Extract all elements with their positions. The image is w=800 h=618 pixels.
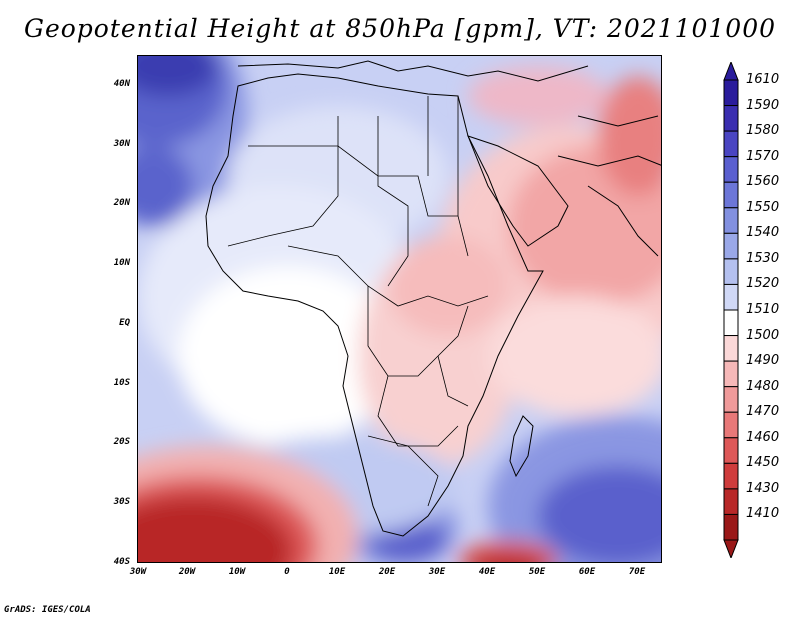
colorbar-label: 1460 [746, 429, 780, 445]
colorbar-label: 1410 [746, 506, 780, 522]
lon-label: 70E [628, 567, 646, 577]
lon-label: 40E [478, 567, 496, 577]
colorbar-swatch [723, 411, 739, 439]
map-panel [137, 55, 662, 563]
country-borders [227, 96, 489, 507]
colorbar-graphic [723, 60, 739, 560]
colorbar-label: 1540 [746, 225, 780, 241]
colorbar-label: 1490 [746, 353, 780, 369]
lon-label: 20W [178, 567, 196, 577]
lat-label: 10N [113, 258, 130, 268]
lon-label: 20E [378, 567, 396, 577]
colorbar-swatch [723, 156, 739, 183]
colorbar-swatch [723, 258, 739, 285]
colorbar-label: 1520 [746, 276, 780, 292]
colorbar-label: 1530 [746, 250, 780, 266]
lon-label: 0 [284, 567, 290, 577]
lon-label: 60E [578, 567, 596, 577]
colorbar-top-arrow [723, 60, 739, 81]
colorbar-swatch [723, 386, 739, 413]
colorbar-swatch [723, 130, 739, 158]
colorbar-label: 1510 [746, 302, 780, 317]
lat-label: 10S [113, 378, 130, 388]
lat-label: 40N [113, 79, 130, 89]
colorbar-swatch [723, 462, 739, 490]
lat-label: 30S [113, 497, 130, 507]
grads-credit: GrADS: IGES/COLA [4, 605, 91, 615]
colorbar-swatch [723, 105, 739, 132]
colorbar-swatch [723, 335, 739, 362]
colorbar-swatch [723, 488, 739, 515]
coastlines [205, 60, 661, 537]
geopotential-field [138, 56, 661, 562]
lon-label: 10E [328, 567, 346, 577]
colorbar-swatch [723, 360, 739, 388]
lon-label: 30E [428, 567, 446, 577]
colorbar-label: 1450 [746, 455, 780, 471]
colorbar-label: 1430 [746, 480, 780, 496]
colorbar-label: 1610 [746, 72, 780, 87]
colorbar-swatch [723, 207, 739, 234]
field-contours [138, 56, 661, 562]
lon-label: 50E [528, 567, 546, 577]
colorbar [720, 60, 742, 562]
colorbar-swatch [723, 232, 739, 260]
colorbar-label: 1500 [746, 327, 780, 343]
colorbar-swatch [723, 437, 739, 464]
colorbar-label: 1470 [746, 404, 780, 420]
lat-label: 20S [113, 437, 130, 447]
lat-label: 20N [113, 198, 130, 208]
colorbar-label: 1550 [746, 199, 780, 215]
colorbar-swatch [723, 283, 739, 311]
map-title: Geopotential Height at 850hPa [gpm], VT:… [23, 14, 777, 43]
colorbar-label: 1580 [746, 123, 780, 139]
lat-label: 30N [113, 139, 130, 149]
colorbar-label: 1480 [746, 378, 780, 394]
colorbar-swatch [723, 513, 739, 541]
colorbar-bottom-arrow [723, 539, 739, 560]
colorbar-label: 1590 [746, 97, 780, 113]
colorbar-label: 1570 [746, 148, 780, 164]
colorbar-label: 1560 [746, 174, 780, 190]
colorbar-swatch [723, 309, 739, 337]
colorbar-swatch [723, 79, 739, 107]
lon-label: 10W [228, 567, 246, 577]
colorbar-swatch [723, 181, 739, 209]
lat-label: EQ [119, 318, 130, 328]
lat-label: 40S [113, 557, 130, 567]
lon-label: 30W [129, 567, 147, 577]
